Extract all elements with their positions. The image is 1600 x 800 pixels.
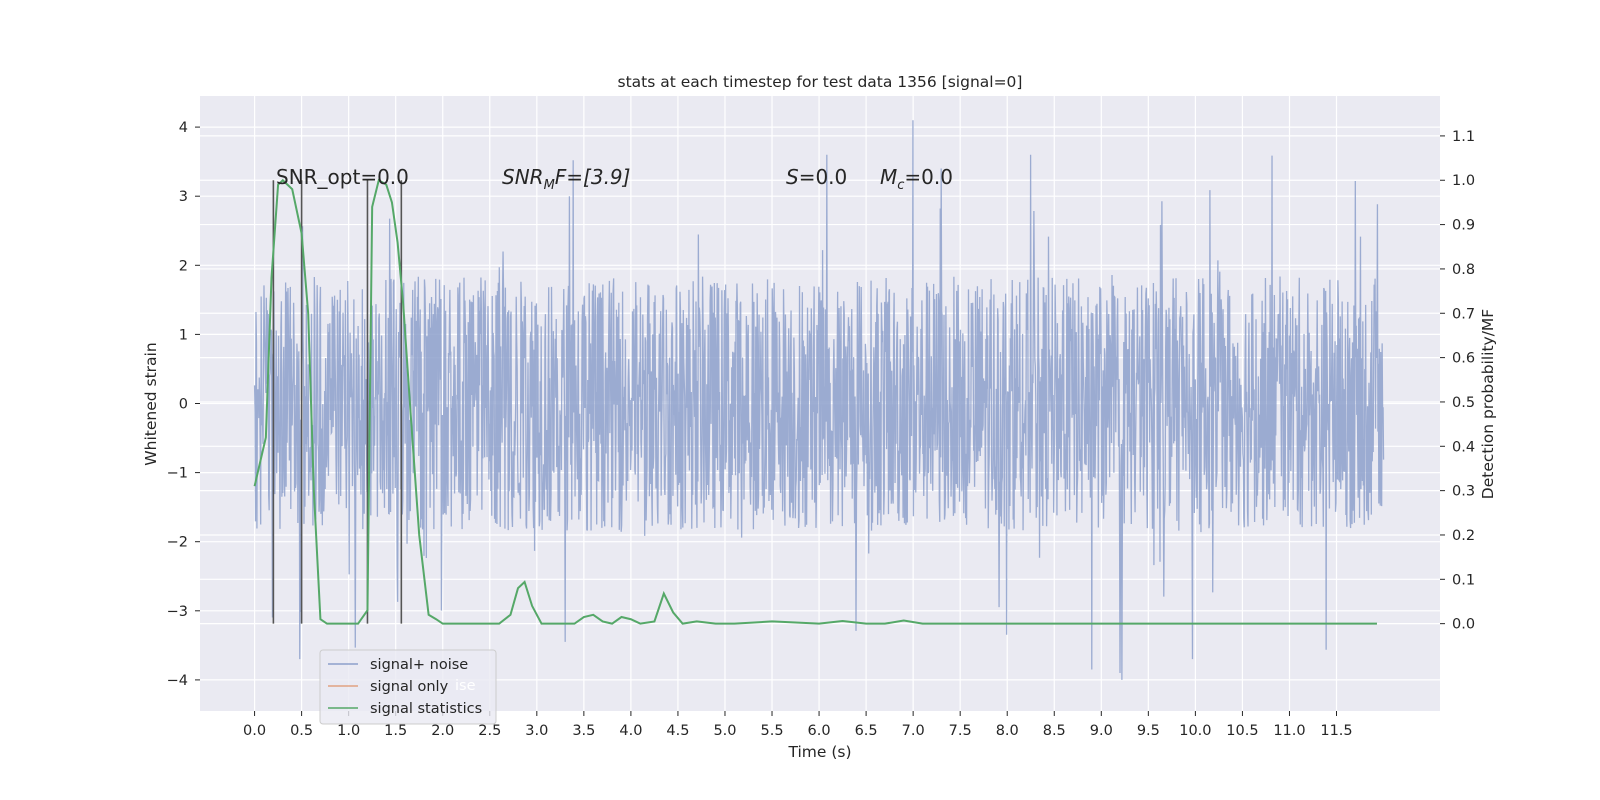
x-tick-label: 4.0 — [619, 723, 642, 739]
x-tick-label: 11.0 — [1273, 723, 1305, 739]
legend-label-signal-only: signal only — [370, 679, 449, 695]
x-tick-label: 0.5 — [290, 723, 313, 739]
y-tick-label: 1 — [179, 327, 188, 343]
y-axis-label: Whitened strain — [142, 342, 160, 465]
x-tick-label: 5.0 — [713, 723, 736, 739]
y2-tick-label: 1.1 — [1452, 129, 1475, 145]
annotation-s: S=0.0 — [786, 165, 847, 189]
legend-ghost-text: ise — [455, 678, 476, 694]
noise-series — [253, 120, 1385, 680]
annotation-snr-mf-rest: F=[3.9] — [555, 165, 631, 189]
y2-tick-label: 0.7 — [1452, 306, 1475, 322]
y2-tick-label: 0.1 — [1452, 572, 1475, 588]
chart-title: stats at each timestep for test data 135… — [618, 73, 1023, 91]
y-tick-labels: 4 3 2 1 0 −1 −2 −3 −4 — [167, 120, 188, 689]
x-tick-label: 4.5 — [666, 723, 689, 739]
x-tick-label: 9.0 — [1090, 723, 1113, 739]
annotation-snr-mf-main: SNR — [502, 165, 544, 189]
x-axis-label: Time (s) — [787, 743, 851, 761]
x-tick-label: 0.0 — [243, 723, 266, 739]
y2-tick-label: 0.4 — [1452, 439, 1475, 455]
y-tick-label: −2 — [167, 535, 188, 551]
annotation-snr-mf-sub: M — [544, 178, 555, 193]
y2-axis-label: Detection probability/MF — [1479, 309, 1497, 500]
y2-tick-labels: 1.1 1.0 0.9 0.8 0.7 0.6 0.5 0.4 0.3 0.2 0.1 0.0 — [1452, 129, 1475, 633]
x-tick-label: 2.0 — [431, 723, 454, 739]
y2-tick-label: 0.2 — [1452, 528, 1475, 544]
legend-label-signal-statistics: signal statistics — [370, 701, 482, 717]
x-tick-label: 1.0 — [337, 723, 360, 739]
y2-tick-label: 0.6 — [1452, 351, 1475, 367]
y2-tick-label: 0.5 — [1452, 395, 1475, 411]
y-tick-label: 3 — [179, 189, 188, 205]
annotation-mc: Mc=0.0 — [880, 165, 953, 193]
noise-trace — [253, 120, 1385, 680]
x-tick-label: 2.5 — [478, 723, 501, 739]
x-tick-label: 3.5 — [572, 723, 595, 739]
x-tick-label: 8.0 — [996, 723, 1019, 739]
y2-tick-label: 0.3 — [1452, 484, 1475, 500]
annotation-mc-rest: =0.0 — [904, 165, 953, 189]
x-tick-label: 10.5 — [1226, 723, 1258, 739]
x-tick-label: 11.5 — [1320, 723, 1352, 739]
annotation-snr-opt: SNR_opt=0.0 — [276, 165, 409, 189]
annotation-mc-sub: c — [897, 178, 904, 193]
y-tick-label: −4 — [167, 673, 188, 689]
x-tick-label: 6.5 — [855, 723, 878, 739]
legend-box — [319, 649, 497, 725]
x-tick-labels: 0.0 0.5 1.0 1.5 2.0 2.5 3.0 3.5 4.0 4.5 5.0 5.5 6.0 6… — [243, 723, 1353, 739]
y-tick-label: −1 — [167, 466, 188, 482]
x-tick-label: 7.0 — [902, 723, 925, 739]
x-tick-label: 3.0 — [525, 723, 548, 739]
y2-tick-label: 1.0 — [1452, 173, 1475, 189]
x-tick-label: 10.0 — [1179, 723, 1211, 739]
legend: ise signal+ noise signal only signal sta… — [319, 649, 497, 725]
y-tick-label: 0 — [179, 397, 188, 413]
x-tick-label: 9.5 — [1137, 723, 1160, 739]
statistics-series — [253, 178, 1377, 625]
x-tick-label: 5.5 — [760, 723, 783, 739]
y2-tick-label: 0.9 — [1452, 218, 1475, 234]
annotation-s-rest: =0.0 — [799, 165, 848, 189]
y-tick-label: 2 — [179, 258, 188, 274]
x-tick-label: 7.5 — [949, 723, 972, 739]
statistics-line — [253, 178, 1377, 625]
x-tick-label: 1.5 — [384, 723, 407, 739]
annotation-snr-mf: SNRMF=[3.9] — [502, 165, 630, 193]
legend-label-signal-noise: signal+ noise — [370, 657, 468, 673]
x-tick-label: 6.0 — [808, 723, 831, 739]
y2-tick-label: 0.8 — [1452, 262, 1475, 278]
x-tick-label: 8.5 — [1043, 723, 1066, 739]
annotation-mc-main: M — [880, 165, 897, 189]
y-tick-label: −3 — [167, 604, 188, 620]
y2-tick-label: 0.0 — [1452, 617, 1475, 633]
y-tick-label: 4 — [179, 120, 188, 136]
annotation-s-italic: S — [786, 165, 799, 189]
